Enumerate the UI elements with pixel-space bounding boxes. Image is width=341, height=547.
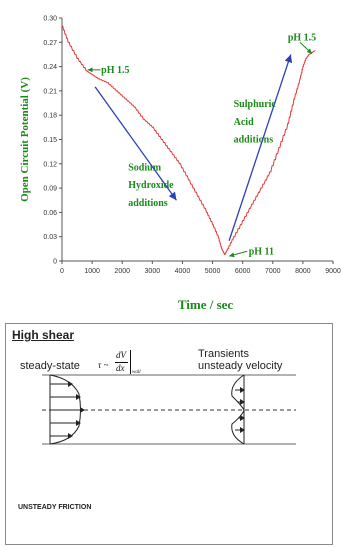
x-tick-label: 9000 — [325, 268, 341, 275]
y-tick-label: 0 — [53, 259, 57, 266]
high-shear-panel: High shear steady-state τ ~ dV dx wall T… — [5, 323, 333, 545]
x-tick-label: 1000 — [84, 268, 100, 275]
x-axis-title: Time / sec — [178, 297, 234, 312]
annotation-2: pH 11 — [249, 247, 274, 258]
y-tick-label: 0.18 — [43, 113, 57, 120]
x-tick-label: 8000 — [295, 268, 311, 275]
ph-1-5-right-pointer — [300, 42, 312, 53]
x-tick-label: 2000 — [114, 268, 130, 275]
y-tick-label: 0.30 — [43, 16, 57, 23]
y-tick-label: 0.09 — [43, 186, 57, 193]
annotation-8: additions — [234, 135, 274, 146]
x-tick-label: 0 — [60, 268, 64, 275]
x-tick-label: 7000 — [265, 268, 281, 275]
x-tick-label: 6000 — [235, 268, 251, 275]
annotation-1: pH 1.5 — [288, 33, 316, 44]
unsteady-friction-label: UNSTEADY FRICTION — [18, 504, 91, 511]
ph-11-pointer — [229, 251, 247, 256]
y-tick-label: 0.27 — [43, 40, 57, 47]
y-tick-label: 0.03 — [43, 234, 57, 241]
annotation-5: additions — [128, 198, 168, 209]
y-tick-label: 0.21 — [43, 88, 57, 95]
series-line-0 — [62, 26, 315, 254]
steady-profile-arrows — [50, 384, 80, 436]
increase-trend-arrow — [229, 54, 291, 240]
annotation-4: Hydroxide — [128, 180, 174, 191]
y-axis-title: Open Circuit Potential (V) — [19, 77, 31, 202]
x-tick-label: 3000 — [145, 268, 161, 275]
y-tick-label: 0.12 — [43, 161, 57, 168]
chart: 0 0.03 0.06 0.09 0.12 0.15 0.18 0.21 0.24 0.27 0.3… — [0, 0, 341, 322]
annotation-7: Acid — [234, 117, 254, 128]
x-tick-label: 5000 — [205, 268, 221, 275]
y-tick-label: 0.24 — [43, 64, 57, 71]
x-tick-label: 4000 — [175, 268, 191, 275]
y-tick-label: 0.15 — [43, 137, 57, 144]
annotation-6: Sulphuric — [234, 99, 277, 110]
y-tick-label: 0.06 — [43, 210, 57, 217]
annotation-0: pH 1.5 — [101, 65, 129, 76]
pipe-flow-diagram — [6, 324, 332, 544]
